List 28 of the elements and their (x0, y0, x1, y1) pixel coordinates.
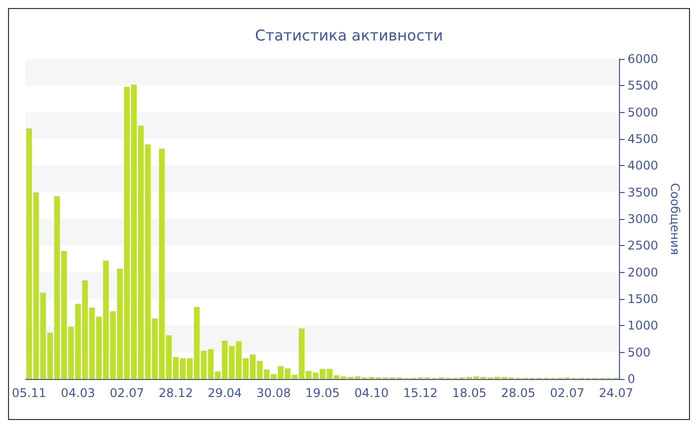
y-tick-label: 3500 (628, 185, 658, 200)
y-tick-label: 3000 (628, 212, 658, 226)
y-tick-label: 6000 (628, 52, 658, 66)
x-tick-label: 24.07 (598, 386, 634, 400)
y-tick-label: 5000 (628, 105, 658, 120)
x-tick-label: 28.05 (501, 386, 536, 400)
x-tick-label: 05.11 (12, 386, 46, 400)
y-tick-label: 2000 (628, 265, 658, 280)
x-tick-label: 18.05 (452, 386, 486, 400)
y-tick-label: 2500 (628, 238, 658, 253)
x-tick-label: 15.12 (403, 386, 438, 400)
y-axis-title: Сообщения (668, 182, 682, 256)
y-tick-label: 5500 (628, 78, 658, 93)
y-tick-label: 0 (628, 372, 636, 386)
x-tick-label: 19.05 (305, 386, 340, 400)
x-tick-label: 30.08 (256, 386, 291, 400)
x-tick-label: 28.12 (158, 386, 194, 400)
x-tick-label: 04.10 (354, 386, 389, 400)
x-tick-label: 02.07 (110, 386, 144, 400)
x-tick-label: 02.07 (550, 386, 584, 400)
y-tick-label: 1500 (628, 292, 658, 306)
y-tick-label: 4000 (628, 158, 658, 173)
x-tick-label: 29.04 (208, 386, 242, 400)
y-tick-label: 500 (628, 345, 650, 360)
chart-title: Статистика активности (255, 26, 443, 44)
y-tick-label: 1000 (628, 318, 658, 333)
y-tick-label: 4500 (628, 132, 658, 146)
x-tick-label: 04.03 (60, 386, 96, 400)
